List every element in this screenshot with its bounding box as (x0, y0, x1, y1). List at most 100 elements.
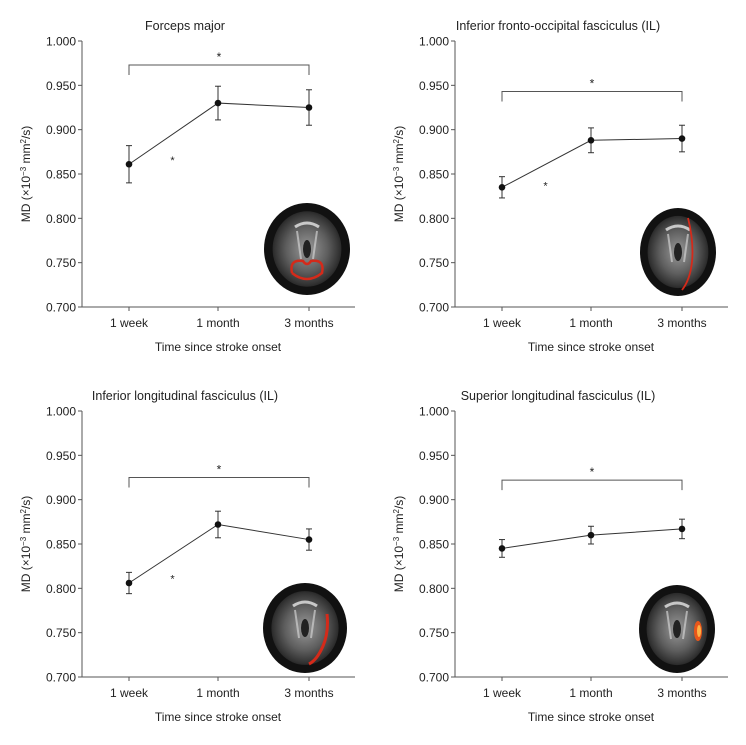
y-tick-label: 1.000 (419, 35, 449, 49)
y-tick-label: 0.850 (419, 168, 449, 182)
y-tick-label: 0.900 (419, 123, 449, 137)
significance-bracket (128, 477, 310, 488)
tract-highlight (681, 217, 694, 291)
data-point (498, 545, 506, 552)
internal-capsule (667, 233, 689, 263)
corpus-callosum-genu (665, 224, 691, 232)
y-tick-label: 0.800 (419, 582, 449, 596)
y-tick-label: 0.900 (46, 123, 76, 137)
x-axis-label: Time since stroke onset (528, 340, 655, 354)
brain-inset-image (639, 585, 715, 673)
data-point (214, 521, 222, 528)
x-tick-label: 3 months (284, 686, 333, 700)
x-tick-label: 1 week (110, 316, 149, 330)
x-tick-label: 1 week (110, 686, 149, 700)
ventricle (301, 619, 309, 637)
y-tick-label: 0.950 (46, 449, 76, 463)
chart-svg: Inferior longitudinal fasciculus (IL) 0.7… (19, 389, 355, 724)
significance-label: * (590, 77, 595, 91)
y-tick-label: 0.900 (46, 493, 76, 507)
tract-highlight-core (697, 625, 701, 637)
data-point (305, 536, 313, 543)
tract-highlight (308, 613, 329, 666)
chart-svg: Inferior fronto-occipital fasciculus (IL… (392, 19, 728, 354)
y-tick-label: 0.850 (419, 538, 449, 552)
corpus-callosum-genu (294, 221, 320, 229)
x-tick-label: 1 week (483, 316, 522, 330)
data-point (125, 160, 133, 168)
significance-bracket (501, 91, 683, 102)
y-axis-label: MD (×10−3 mm2/s) (19, 496, 34, 593)
x-tick-label: 1 month (569, 686, 612, 700)
brain-inset-image (640, 208, 716, 296)
y-tick-label: 0.750 (419, 256, 449, 270)
ventricle (673, 620, 681, 638)
y-tick-label: 0.700 (46, 671, 76, 685)
significance-label: * (590, 465, 595, 479)
y-axis-label: MD (×10−3 mm2/s) (19, 126, 34, 223)
y-tick-label: 0.700 (419, 301, 449, 315)
x-tick-label: 3 months (284, 316, 333, 330)
chart-title: Forceps major (145, 19, 225, 33)
x-axis-label: Time since stroke onset (155, 710, 282, 724)
y-tick-label: 0.950 (419, 449, 449, 463)
series-line (501, 138, 683, 188)
internal-capsule (294, 609, 316, 639)
x-axis-label: Time since stroke onset (528, 710, 655, 724)
x-tick-label: 3 months (657, 686, 706, 700)
y-tick-label: 0.850 (46, 538, 76, 552)
y-tick-label: 0.900 (419, 493, 449, 507)
series-line (128, 102, 310, 165)
series-line (501, 528, 683, 549)
y-tick-label: 0.800 (46, 582, 76, 596)
internal-capsule (296, 230, 318, 260)
chart-title: Inferior fronto-occipital fasciculus (IL… (456, 19, 660, 33)
significance-bracket (501, 479, 683, 491)
data-point (678, 525, 686, 533)
y-tick-label: 0.700 (419, 671, 449, 685)
data-point (498, 184, 506, 191)
y-tick-label: 0.950 (46, 79, 76, 93)
chart-title: Inferior longitudinal fasciculus (IL) (92, 389, 278, 403)
data-point (587, 531, 595, 539)
y-tick-label: 0.850 (46, 168, 76, 182)
data-point (587, 137, 595, 144)
y-tick-label: 1.000 (419, 405, 449, 419)
pairwise-significance-label: * (543, 181, 548, 193)
brain-inset-image (263, 583, 347, 673)
x-tick-label: 1 week (483, 686, 522, 700)
y-tick-label: 0.800 (46, 212, 76, 226)
significance-label: * (217, 463, 222, 477)
ventricle (674, 243, 682, 261)
corpus-callosum-genu (292, 600, 318, 608)
brain-inset-image (264, 203, 350, 295)
y-tick-label: 0.700 (46, 301, 76, 315)
tract-highlight (290, 259, 324, 281)
y-tick-label: 0.750 (419, 626, 449, 640)
chart-svg: Forceps major 0.700 0.750 0.800 0.850 0.900 0.… (19, 19, 355, 354)
y-tick-label: 1.000 (46, 405, 76, 419)
chart-svg: Superior longitudinal fasciculus (IL) 0.7… (392, 389, 728, 724)
y-tick-label: 0.750 (46, 626, 76, 640)
y-tick-label: 0.950 (419, 79, 449, 93)
internal-capsule (666, 610, 688, 640)
chart-title: Superior longitudinal fasciculus (IL) (461, 389, 656, 403)
data-point (305, 104, 313, 111)
y-tick-label: 0.800 (419, 212, 449, 226)
pairwise-significance-label: * (170, 155, 175, 167)
series-line (128, 523, 310, 584)
pairwise-significance-label: * (170, 574, 175, 586)
significance-label: * (217, 50, 222, 64)
chart-panel-3: Inferior longitudinal fasciculus (IL) 0.7… (0, 370, 373, 740)
y-tick-label: 1.000 (46, 35, 76, 49)
x-tick-label: 1 month (196, 686, 239, 700)
y-axis-label: MD (×10−3 mm2/s) (392, 496, 407, 593)
data-point (214, 99, 222, 107)
y-axis-label: MD (×10−3 mm2/s) (392, 126, 407, 223)
data-point (125, 579, 133, 587)
corpus-callosum-genu (664, 601, 690, 609)
chart-panel-4: Superior longitudinal fasciculus (IL) 0.7… (373, 370, 746, 740)
data-point (678, 135, 686, 142)
significance-bracket (128, 64, 310, 75)
